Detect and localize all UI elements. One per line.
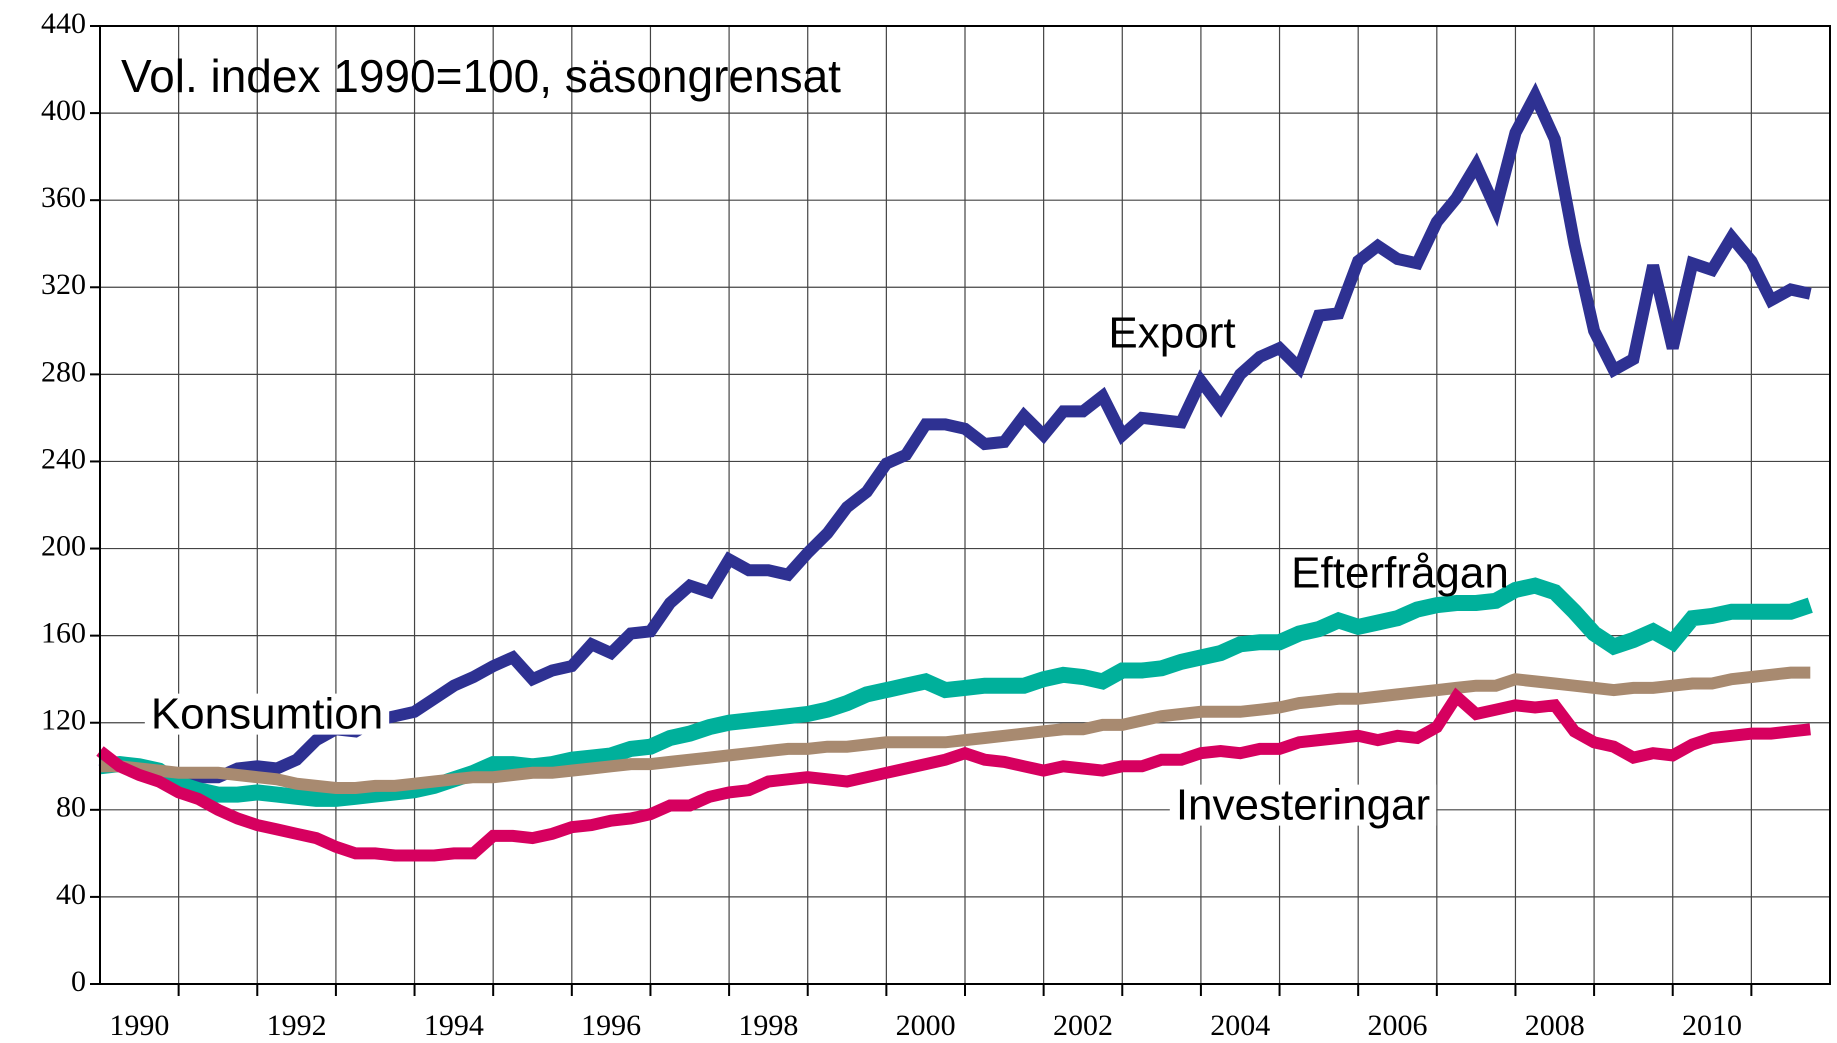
x-tick-label: 2008	[1525, 1009, 1585, 1042]
labels: 0 40 80 120 160 200 240 280 320 360 400 440 1990 1992…	[41, 7, 1742, 1042]
x-tick-label: 2002	[1053, 1009, 1113, 1042]
series-label: Export	[1108, 309, 1235, 358]
series-label: Konsumtion	[151, 690, 383, 739]
y-tick-label: 240	[41, 442, 86, 475]
y-tick-label: 280	[41, 355, 86, 388]
y-tick-label: 400	[41, 94, 86, 127]
x-tick-label: 2004	[1210, 1009, 1270, 1042]
x-tick-label: 1998	[738, 1009, 798, 1042]
x-tick-label: 2006	[1368, 1009, 1428, 1042]
label-background	[144, 693, 390, 735]
y-tick-label: 0	[71, 965, 86, 998]
y-tick-label: 200	[41, 529, 86, 562]
y-tick-label: 40	[56, 878, 86, 911]
x-tick-label: 1992	[267, 1009, 327, 1042]
series-line	[99, 577, 1813, 807]
x-tick-label: 1996	[581, 1009, 641, 1042]
y-tick-label: 120	[41, 704, 86, 737]
y-tick-label: 160	[41, 617, 86, 650]
y-tick-label: 320	[41, 268, 86, 301]
plot-frame	[99, 25, 1831, 985]
x-tick-label: 1994	[424, 1009, 484, 1042]
y-tick-label: 80	[56, 791, 86, 824]
y-tick-label: 440	[41, 7, 86, 40]
x-tick-label: 2000	[896, 1009, 956, 1042]
subtitle: Vol. index 1990=100, säsongrensat	[121, 50, 841, 102]
x-tick-label: 1990	[109, 1009, 169, 1042]
series-label: Investeringar	[1176, 781, 1430, 830]
label-background	[1169, 784, 1437, 826]
y-tick-label: 360	[41, 181, 86, 214]
x-tick-label: 2010	[1682, 1009, 1742, 1042]
series-label: Efterfrågan	[1291, 549, 1509, 598]
series-line	[96, 687, 1811, 862]
series-line	[100, 666, 1811, 794]
